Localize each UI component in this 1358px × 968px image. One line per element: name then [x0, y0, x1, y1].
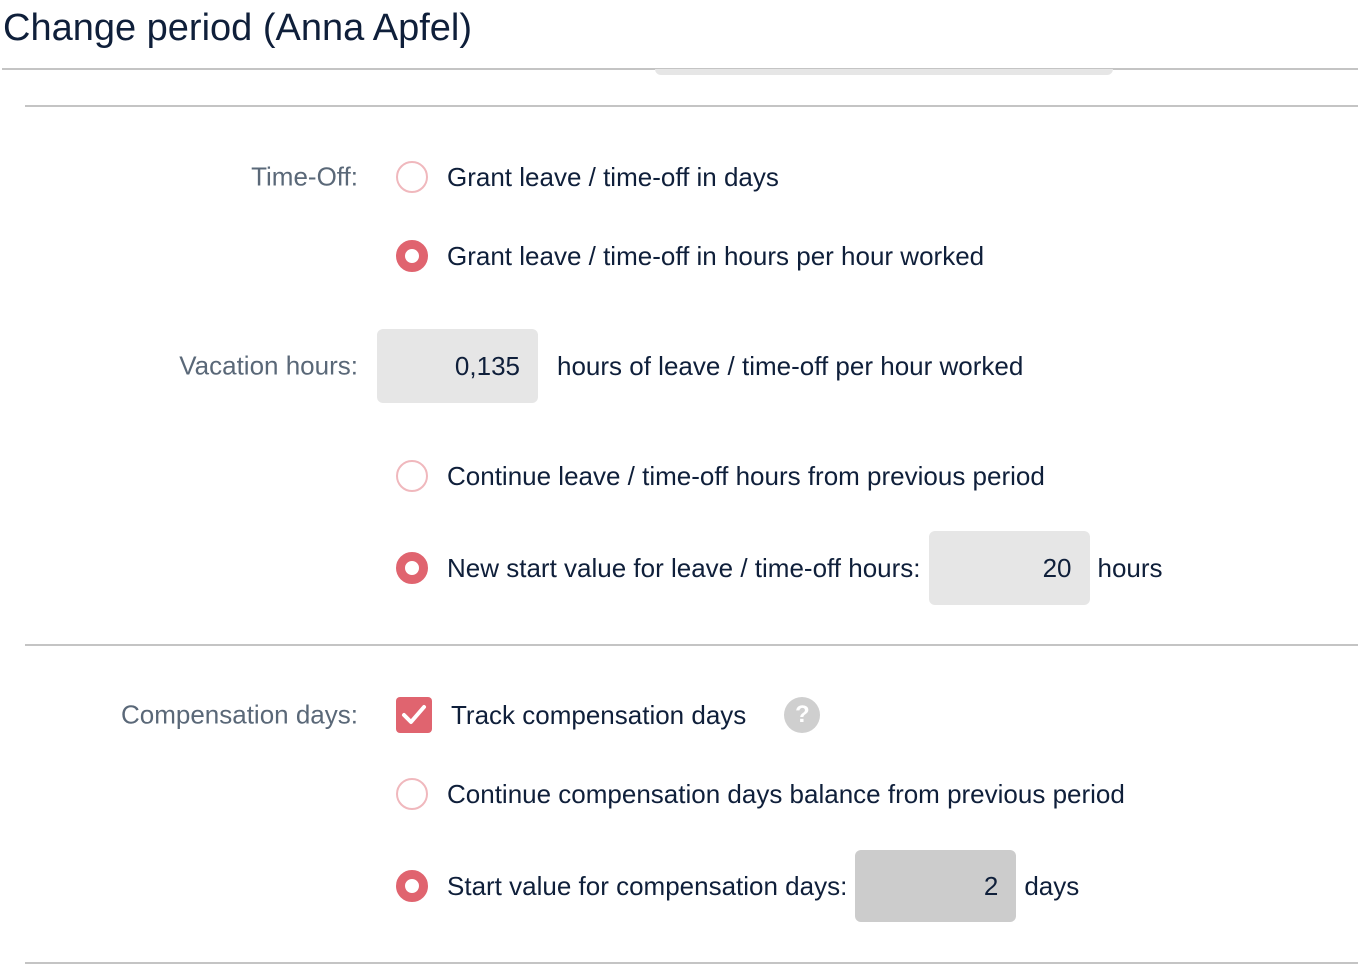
compensation-start-input[interactable]: 2	[855, 850, 1017, 922]
radio-label: Continue leave / time-off hours from pre…	[447, 460, 1045, 491]
radio-selected-icon[interactable]	[396, 552, 428, 584]
radio-unselected-icon[interactable]	[396, 460, 428, 492]
radio-label: Start value for compensation days:	[447, 870, 848, 901]
radio-continue-compensation[interactable]: Continue compensation days balance from …	[396, 778, 1125, 810]
compensation-days-label: Compensation days:	[120, 699, 358, 730]
section-divider	[25, 962, 1358, 964]
vacation-hours-row: 0,135 hours of leave / time-off per hour…	[377, 329, 1023, 403]
checkbox-label: Track compensation days	[451, 699, 747, 730]
radio-new-start-hours[interactable]: New start value for leave / time-off hou…	[396, 531, 1163, 605]
hours-unit: hours	[1097, 552, 1163, 583]
vacation-hours-suffix: hours of leave / time-off per hour worke…	[557, 350, 1024, 381]
help-icon[interactable]: ?	[784, 697, 821, 733]
section-divider	[25, 105, 1358, 107]
time-off-label: Time-Off:	[251, 161, 358, 192]
days-unit: days	[1024, 870, 1080, 901]
radio-grant-days[interactable]: Grant leave / time-off in days	[396, 161, 779, 193]
new-start-hours-input[interactable]: 20	[928, 531, 1090, 605]
page-title: Change period (Anna Apfel)	[3, 7, 472, 49]
checkbox-checked-icon[interactable]	[396, 697, 432, 733]
radio-label: New start value for leave / time-off hou…	[447, 552, 921, 583]
radio-continue-hours[interactable]: Continue leave / time-off hours from pre…	[396, 460, 1045, 492]
scroll-tab	[655, 69, 1113, 75]
vacation-hours-input[interactable]: 0,135	[377, 329, 538, 403]
radio-unselected-icon[interactable]	[396, 778, 428, 810]
radio-selected-icon[interactable]	[396, 240, 428, 272]
vacation-hours-label: Vacation hours:	[179, 350, 358, 381]
radio-label: Continue compensation days balance from …	[447, 778, 1125, 809]
radio-label: Grant leave / time-off in hours per hour…	[447, 240, 985, 271]
radio-label: Grant leave / time-off in days	[447, 161, 779, 192]
radio-unselected-icon[interactable]	[396, 161, 428, 193]
track-compensation-checkbox[interactable]: Track compensation days ?	[396, 697, 821, 733]
radio-selected-icon[interactable]	[396, 870, 428, 902]
radio-start-compensation[interactable]: Start value for compensation days: 2 day…	[396, 850, 1079, 922]
radio-grant-hours[interactable]: Grant leave / time-off in hours per hour…	[396, 240, 984, 272]
section-divider	[25, 644, 1358, 646]
